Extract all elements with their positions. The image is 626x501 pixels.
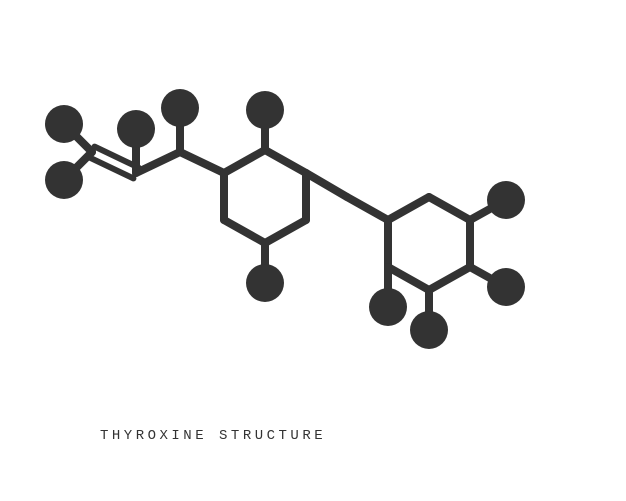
molecule-diagram: THYROXINE STRUCTURE xyxy=(0,0,626,501)
diagram-caption: THYROXINE STRUCTURE xyxy=(100,428,326,444)
molecule-svg xyxy=(0,0,626,501)
